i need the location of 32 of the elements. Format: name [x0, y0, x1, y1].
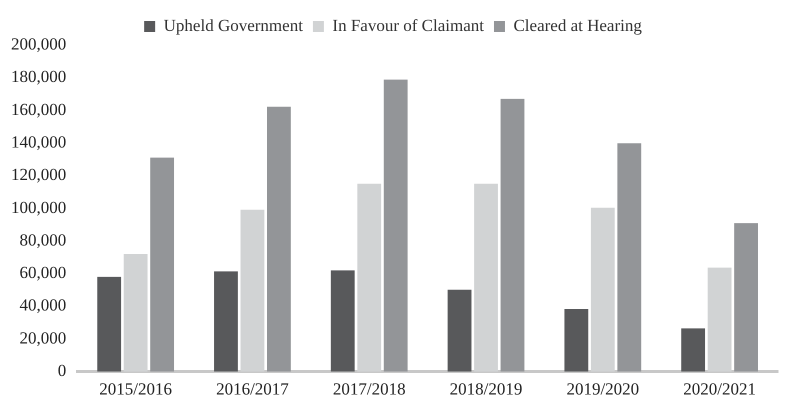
bar	[500, 98, 524, 372]
x-tick-label: 2016/2017	[216, 379, 290, 398]
legend-label: In Favour of Claimant	[332, 16, 484, 35]
y-tick-label: 100,000	[11, 198, 66, 217]
y-tick-label: 140,000	[11, 132, 66, 152]
y-tick-label: 40,000	[20, 296, 66, 315]
y-tick-label: 180,000	[11, 67, 66, 86]
y-tick-label: 60,000	[20, 263, 66, 282]
x-tick-label: 2018/2019	[450, 379, 522, 398]
bar	[97, 276, 122, 372]
bar	[267, 106, 291, 372]
x-tick-label: 2019/2020	[566, 379, 640, 398]
bar	[734, 223, 758, 372]
y-tick-label: 80,000	[20, 230, 66, 250]
bar	[617, 143, 642, 372]
x-tick-label: 2020/2021	[683, 379, 756, 398]
y-tick-label: 120,000	[11, 165, 66, 184]
y-tick-label: 0	[58, 361, 66, 380]
bar	[384, 80, 408, 372]
bar	[564, 309, 588, 372]
y-tick-label: 200,000	[11, 34, 66, 54]
bar	[448, 290, 472, 372]
bar	[150, 158, 174, 372]
legend-label: Upheld Government	[164, 16, 304, 35]
bar	[330, 270, 355, 372]
y-tick-label: 20,000	[20, 328, 66, 348]
bar	[214, 271, 238, 372]
y-tick-label: 160,000	[11, 100, 66, 119]
legend-label: Cleared at Hearing	[513, 16, 642, 35]
bar	[681, 328, 706, 372]
x-tick-label: 2015/2016	[99, 379, 172, 398]
x-tick-label: 2017/2018	[332, 379, 406, 398]
